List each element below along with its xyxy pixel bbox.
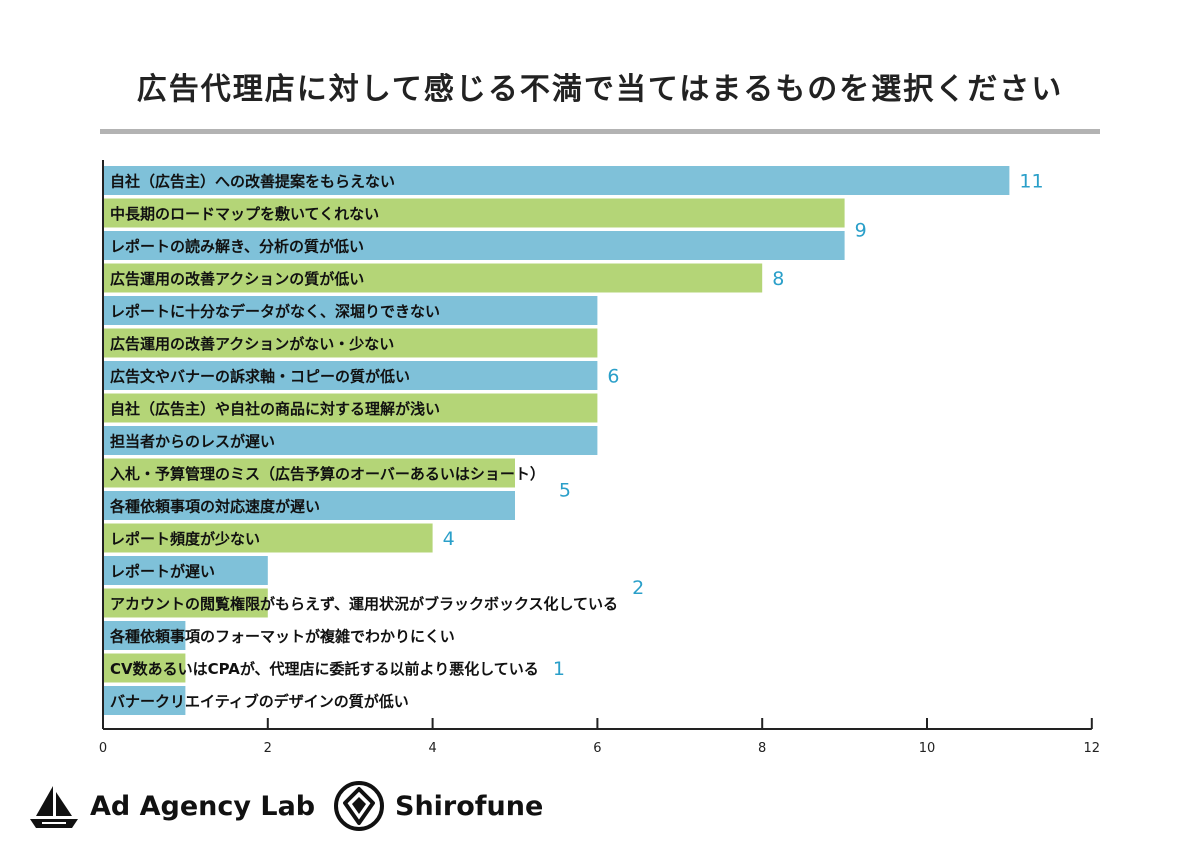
bar-16 [103, 686, 186, 715]
x-tick-label-5: 10 [919, 741, 936, 756]
value-label-7: 1 [553, 658, 565, 680]
bar-7 [103, 393, 598, 423]
bar-chart: 自社（広告主）への改善提案をもらえない中長期のロードマップを敷いてくれないレポー… [99, 160, 1100, 756]
bar-12 [103, 556, 268, 585]
bar-label-7: 自社（広告主）や自社の商品に対する理解が浅い [110, 400, 440, 418]
x-tick-label-3: 6 [593, 741, 601, 756]
shirofune-circle-logo-icon [334, 781, 384, 831]
bar-label-16: バナークリエイティブのデザインの質が低い [110, 693, 409, 711]
bar-8 [103, 426, 598, 455]
title-divider [100, 129, 1100, 134]
ad-agency-lab-brand: Ad Agency Lab [28, 778, 315, 834]
bar-label-11: レポート頻度が少ない [110, 530, 260, 548]
bar-4 [103, 296, 598, 325]
bar-13 [103, 588, 268, 618]
bar-label-9: 入札・予算管理のミス（広告予算のオーバーあるいはショート） [110, 465, 545, 483]
bar-label-15: CV数あるいはCPAが、代理店に委託する以前より悪化している [110, 660, 539, 678]
bar-label-6: 広告文やバナーの訴求軸・コピーの質が低い [110, 368, 410, 386]
value-labels-layer: 11 9 8 6 5 4 2 1 [443, 171, 1044, 681]
sailboat-logo-icon [30, 786, 78, 828]
bar-11 [103, 523, 433, 553]
shirofune-brand: Shirofune [333, 778, 543, 834]
bar-labels-layer: 自社（広告主）への改善提案をもらえない中長期のロードマップを敷いてくれないレポー… [109, 173, 618, 711]
value-label-0: 11 [1019, 171, 1043, 193]
value-label-1: 9 [855, 219, 867, 241]
chart-title: 広告代理店に対して感じる不満で当てはまるものを選択ください [136, 72, 1064, 107]
value-label-5: 4 [443, 528, 455, 550]
axis-layer: 0 2 4 6 8 10 12 [99, 160, 1100, 756]
bar-label-13: アカウントの閲覧権限がもらえず、運用状況がブラックボックス化している [110, 595, 618, 613]
bar-0 [103, 166, 1010, 195]
value-label-6: 2 [632, 577, 644, 599]
bar-label-10: 各種依頼事項の対応速度が遅い [109, 498, 320, 516]
bar-10 [103, 491, 515, 520]
bar-2 [103, 231, 845, 260]
value-label-2: 8 [772, 268, 784, 290]
x-tick-label-1: 2 [264, 741, 272, 756]
x-tick-label-2: 4 [428, 741, 436, 756]
bar-14 [103, 621, 186, 650]
brand-name-right: Shirofune [395, 790, 544, 822]
bar-label-14: 各種依頼事項のフォーマットが複雑でわかりにくい [109, 628, 455, 646]
x-tick-label-4: 8 [758, 741, 766, 756]
bar-label-3: 広告運用の改善アクションの質が低い [110, 270, 364, 288]
bar-label-4: レポートに十分なデータがなく、深堀りできない [110, 303, 440, 321]
bar-label-5: 広告運用の改善アクションがない・少ない [110, 335, 394, 353]
x-tick-label-0: 0 [99, 741, 107, 756]
bar-6 [103, 361, 598, 390]
bar-label-1: 中長期のロードマップを敷いてくれない [110, 205, 379, 223]
x-tick-label-6: 12 [1084, 741, 1101, 756]
bar-9 [103, 458, 515, 488]
bars-layer [103, 166, 1010, 715]
bar-1 [103, 198, 845, 228]
bar-label-2: レポートの読み解き、分析の質が低い [110, 238, 364, 256]
bar-5 [103, 328, 598, 358]
bar-15 [103, 653, 186, 683]
bar-label-8: 担当者からのレスが遅い [110, 433, 275, 451]
bar-label-12: レポートが遅い [110, 563, 215, 581]
brand-name-left: Ad Agency Lab [90, 790, 316, 822]
value-label-4: 5 [559, 479, 571, 501]
bar-label-0: 自社（広告主）への改善提案をもらえない [110, 173, 395, 191]
value-label-3: 6 [607, 366, 619, 388]
bar-3 [103, 263, 763, 293]
